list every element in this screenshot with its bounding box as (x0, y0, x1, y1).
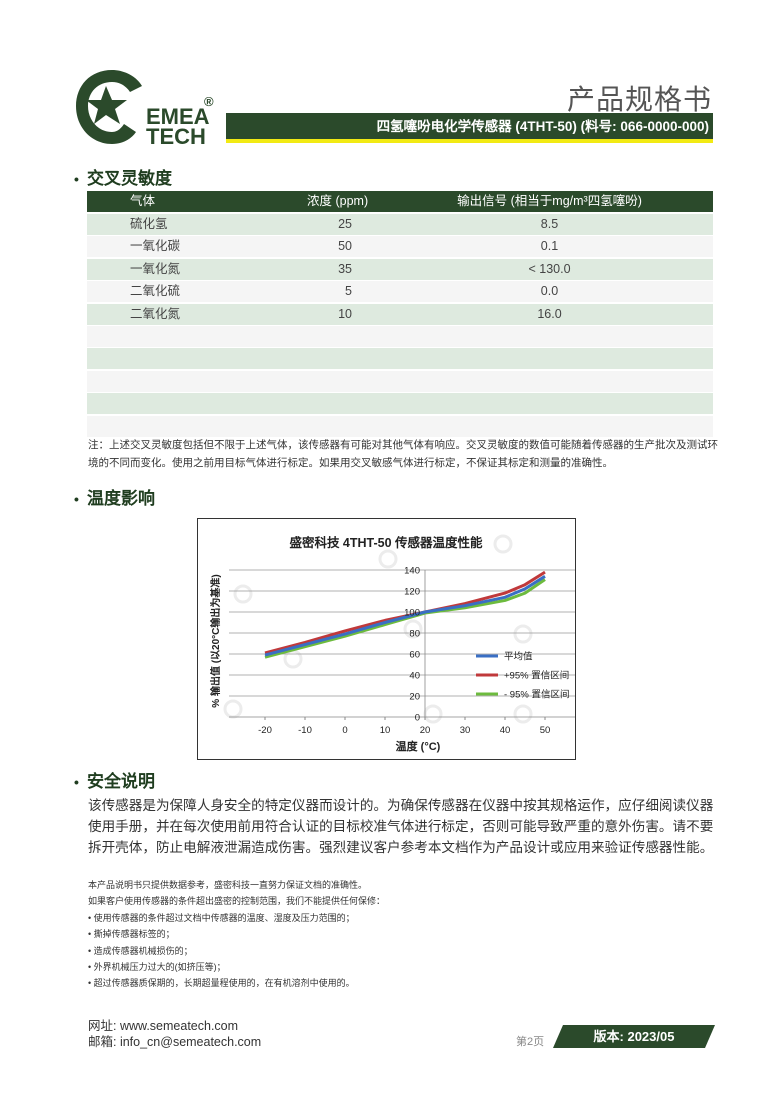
watermark-logo-icon (513, 624, 533, 644)
section-temperature: • 温度影响 (74, 484, 155, 509)
table-row: 一氧化碳 50 0.1 (87, 236, 713, 258)
email[interactable]: 邮箱: info_cn@semeatech.com (88, 1035, 262, 1049)
cell-output: 0.1 (540, 239, 559, 254)
bullet-icon: • (74, 774, 79, 790)
y-tick-label: 20 (409, 692, 420, 703)
accent-divider (226, 139, 713, 143)
cell-concentration: 10 (338, 306, 352, 321)
table-row: 一氧化氮 35 < 130.0 (87, 258, 713, 280)
x-tick-label: -20 (258, 725, 272, 736)
legend-label: - 95% 置信区间 (504, 689, 569, 701)
table-row: 二氧化氮 10 16.0 (87, 303, 713, 325)
y-tick-label: 120 (404, 587, 420, 598)
safety-text: 该传感器是为保障人身安全的特定仪器而设计的。为确保传感器在仪器中按其规格运作，应… (88, 798, 714, 855)
cross-sensitivity-table: 气体 浓度 (ppm) 输出信号 (相当于mg/m³四氢噻吩) 硫化氢 25 8.5… (87, 191, 713, 438)
y-tick-label: 100 (404, 608, 420, 619)
x-tick-label: 40 (500, 725, 511, 736)
section-title: 安全说明 (87, 772, 155, 791)
column-header-gas: 气体 (130, 194, 156, 208)
cell-gas: 硫化氢 (130, 217, 168, 231)
table-row (87, 415, 713, 437)
cell-output: 16.0 (537, 306, 562, 321)
table-row (87, 370, 713, 392)
column-header-output: 输出信号 (相当于mg/m³四氢噻吩) (457, 194, 642, 208)
table-row: 硫化氢 25 8.5 (87, 214, 713, 235)
y-tick-label: 40 (409, 671, 420, 682)
cell-gas: 二氧化硫 (130, 284, 181, 299)
website[interactable]: 网址: www.semeatech.com (88, 1019, 239, 1033)
disclaimer-line: • 造成传感器机械损伤的； (88, 945, 193, 956)
watermark-logo-icon (223, 699, 243, 719)
disclaimer-line: • 超过传感器质保期的，长期超量程使用的，在有机溶剂中使用的。 (88, 978, 355, 989)
cross-sensitivity-note: 注：上述交叉灵敏度包括但不限于上述气体，该传感器有可能对其他气体有响应。交叉灵敏… (88, 439, 718, 469)
cell-concentration: 35 (338, 261, 352, 276)
x-axis-label: 温度 (°C) (396, 739, 441, 753)
legend-label: 平均值 (504, 651, 533, 663)
cell-concentration: 50 (338, 239, 352, 254)
table-row (87, 393, 713, 415)
table-row: 二氧化硫 5 0.0 (87, 281, 713, 303)
cell-output: 8.5 (540, 217, 559, 231)
cell-gas: 一氧化碳 (130, 239, 181, 254)
footer-contact: 网址: www.semeatech.com 邮箱: info_cn@semeat… (88, 1018, 261, 1050)
cell-gas: 二氧化氮 (130, 306, 181, 321)
x-tick-label: -10 (298, 725, 312, 736)
page-number: 第2页 (516, 1036, 545, 1048)
cell-output: < 130.0 (528, 261, 571, 276)
x-tick-label: 50 (540, 725, 551, 736)
y-tick-label: 80 (409, 629, 420, 640)
section-title: 交叉灵敏度 (87, 169, 172, 188)
disclaimer: 本产品说明书只提供数据参考，盛密科技一直努力保证文档的准确性。 如果客户使用传感… (88, 877, 385, 992)
section-title: 温度影响 (87, 489, 155, 508)
document-title: 产品规格书 (566, 84, 712, 115)
temperature-chart: 0 20 40 60 80 100 120 140 -20 -10 0 10 20 30 40 50 平均值 +… (197, 518, 576, 760)
watermark-logo-icon (233, 584, 253, 604)
x-tick-label: 30 (460, 725, 471, 736)
bullet-icon: • (74, 171, 79, 187)
svg-text:TECH: TECH (146, 124, 206, 148)
table-header: 气体 浓度 (ppm) 输出信号 (相当于mg/m³四氢噻吩) (87, 191, 713, 212)
disclaimer-line: • 撕掉传感器标签的； (88, 929, 175, 940)
table-row (87, 348, 713, 370)
table-row (87, 325, 713, 347)
cell-concentration: 5 (345, 284, 352, 299)
chart-title: 盛密科技 4THT-50 传感器温度性能 (289, 535, 483, 550)
x-tick-label: 10 (380, 725, 391, 736)
bullet-icon: • (74, 491, 79, 507)
watermark-logo-icon (283, 649, 303, 669)
y-tick-label: 140 (404, 566, 420, 577)
section-cross-sensitivity: • 交叉灵敏度 (74, 164, 172, 189)
x-tick-label: 20 (420, 725, 431, 736)
cell-gas: 一氧化氮 (130, 261, 181, 276)
y-tick-label: 0 (415, 713, 420, 724)
disclaimer-line: 本产品说明书只提供数据参考，盛密科技一直努力保证文档的准确性。 (88, 880, 368, 890)
semeatech-logo: EMEA TECH ® (72, 66, 227, 149)
watermark-logo-icon (513, 704, 533, 724)
x-tick-label: 0 (342, 725, 347, 736)
watermark-logo-icon (403, 619, 423, 639)
section-safety: • 安全说明 (74, 767, 155, 792)
svg-text:®: ® (204, 94, 214, 109)
disclaimer-line: 如果客户使用传感器的条件超出盛密的控制范围，我们不能提供任何保修： (88, 896, 386, 907)
watermark-logo-icon (493, 534, 513, 554)
cell-output: 0.0 (540, 284, 559, 299)
svg-text:EMEA: EMEA (146, 104, 210, 129)
product-title-bar: 四氢噻吩电化学传感器 (4THT-50) (料号: 066-0000-000) (226, 113, 713, 139)
cell-concentration: 25 (338, 217, 352, 231)
watermark-logo-icon (423, 704, 443, 724)
series-line (264, 575, 546, 657)
version-badge: 版本: 2023/05 (553, 1025, 715, 1048)
y-tick-label: 60 (409, 650, 420, 661)
disclaimer-line: • 使用传感器的条件超过文档中传感器的温度、湿度及压力范围的； (88, 912, 355, 923)
legend-label: +95% 置信区间 (504, 670, 569, 682)
watermark-logo-icon (378, 549, 398, 569)
y-axis-label: % 输出值 (以20°C输出为基准) (209, 574, 222, 707)
column-header-concentration: 浓度 (ppm) (307, 194, 369, 208)
disclaimer-line: • 外界机械压力过大的(如挤压等)； (88, 962, 226, 973)
